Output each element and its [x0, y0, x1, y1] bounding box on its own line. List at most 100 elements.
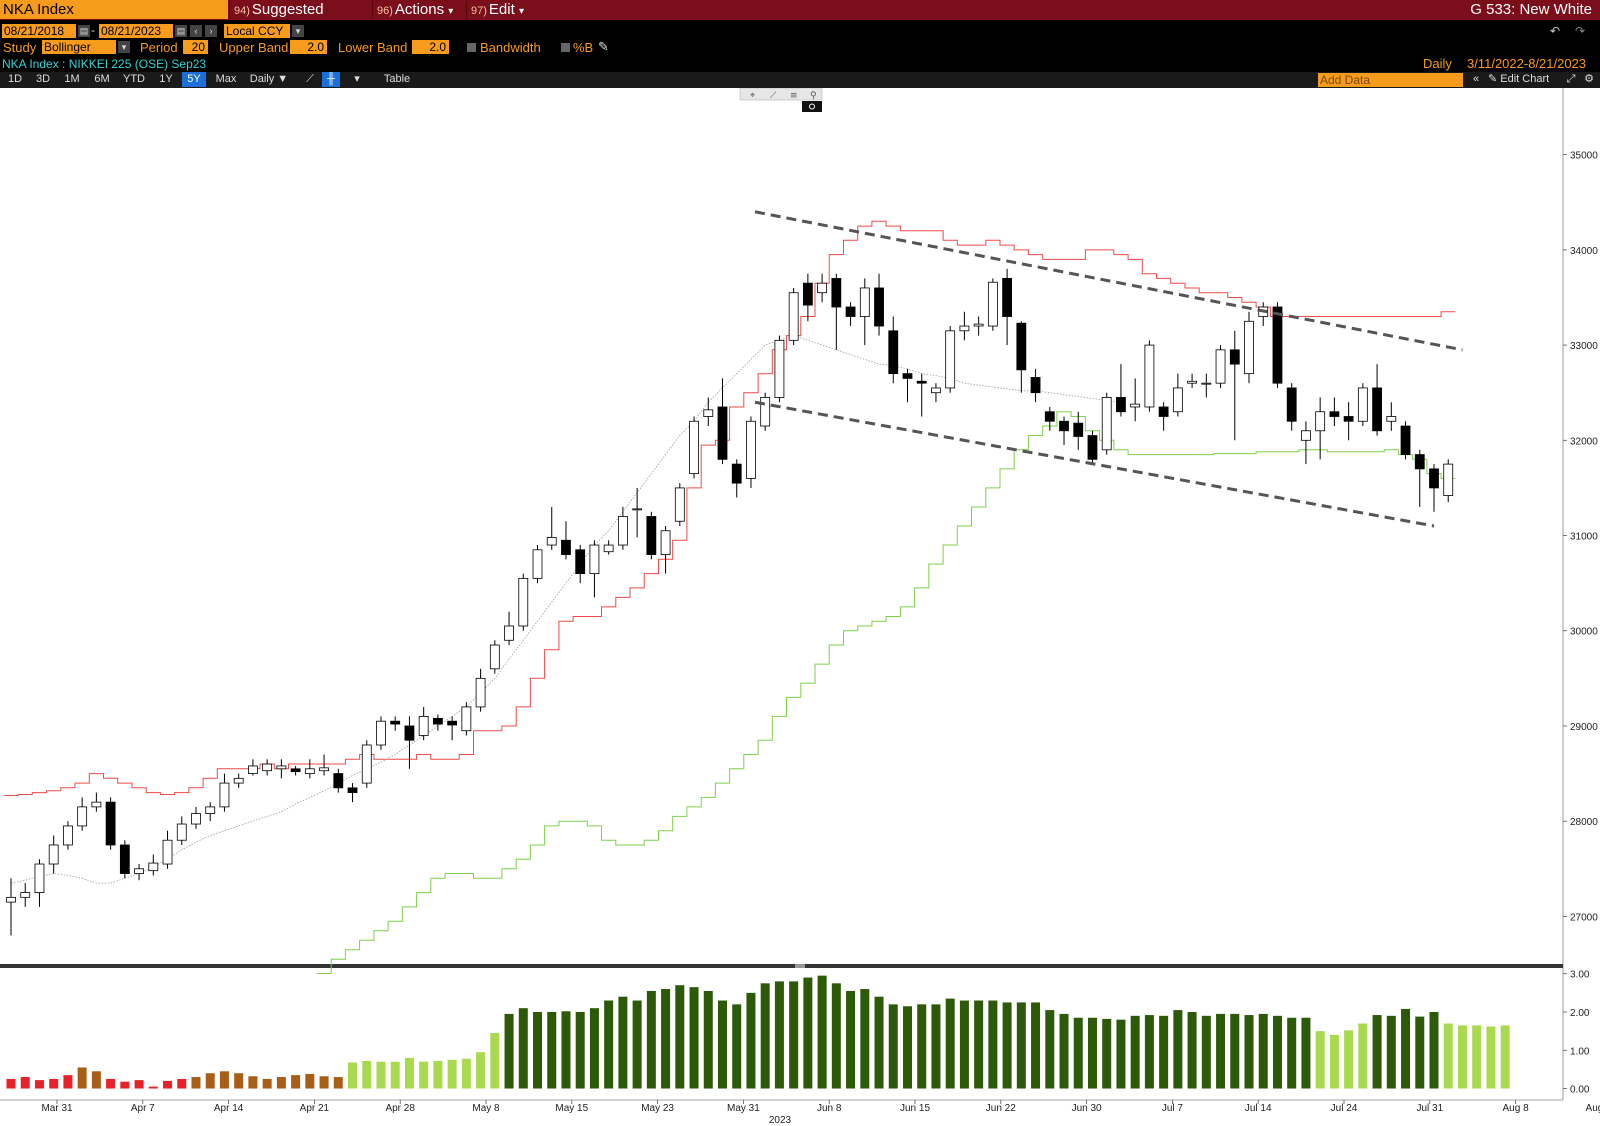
candle-body	[205, 806, 216, 814]
timeframe-5y[interactable]: 5Y	[182, 72, 206, 87]
candle	[1343, 402, 1354, 441]
candle-body	[831, 278, 842, 308]
calendar-icon[interactable]: ▤	[78, 25, 90, 37]
bandwidth-bar	[746, 992, 756, 1089]
candle	[674, 483, 685, 526]
candle	[845, 302, 856, 327]
calendar-icon[interactable]: ▤	[175, 25, 187, 37]
bandwidth-bar	[490, 1033, 500, 1089]
edit-chart-button[interactable]: ✎ Edit Chart	[1488, 73, 1550, 85]
end-date-field[interactable]: 08/21/2023	[99, 24, 173, 38]
bandwidth-bar	[589, 1008, 599, 1089]
pencil-icon[interactable]: ✎	[598, 39, 609, 54]
line-chart-icon[interactable]: ⟋	[306, 73, 314, 85]
top-menu-bar: NKA Index 94)Suggested Charts 96)Actions…	[0, 0, 1600, 39]
bandwidth-checkbox[interactable]	[467, 43, 476, 52]
table-button[interactable]: Table	[383, 73, 411, 85]
prev-arrow-icon[interactable]: ‹	[190, 25, 202, 37]
candle-body	[945, 330, 956, 389]
candle	[760, 392, 771, 431]
bandwidth-bar	[974, 1000, 984, 1089]
chart-toolbox[interactable]: ⌖ ⟋ ≡ ⚲	[739, 88, 823, 112]
candle-body	[1087, 435, 1098, 460]
bandwidth-bar	[1230, 1013, 1240, 1089]
candle	[390, 716, 401, 731]
x-tick-label: May 15	[555, 1103, 588, 1114]
candle	[276, 759, 287, 779]
timeframe-3d[interactable]: 3D	[35, 73, 51, 85]
security-description: NKA Index : NIKKEI 225 (OSE) Sep23	[2, 57, 207, 71]
undo-icon[interactable]: ↶	[1550, 24, 1561, 38]
candle-body	[760, 397, 771, 427]
timeframe-6m[interactable]: 6M	[94, 73, 110, 85]
next-arrow-icon[interactable]: ›	[205, 25, 217, 37]
candle-body	[1357, 387, 1368, 422]
expand-icon[interactable]: ⤢	[1566, 73, 1576, 85]
candle	[1158, 402, 1169, 431]
middle-band-line	[10, 335, 1121, 884]
lower-band-input[interactable]: 2.0	[412, 40, 449, 54]
candle	[831, 273, 842, 350]
timeframe-1y[interactable]: 1Y	[159, 73, 173, 85]
candle-body	[447, 720, 458, 726]
candle	[248, 759, 258, 776]
upper-band-input[interactable]: 2.0	[290, 40, 327, 54]
candle	[774, 335, 785, 403]
candle	[1272, 302, 1283, 388]
candle-body	[518, 577, 529, 627]
period-select[interactable]: Daily ▼	[249, 73, 289, 85]
candle-body	[603, 544, 614, 553]
timeframe-1d[interactable]: 1D	[7, 73, 23, 85]
candle	[1244, 311, 1254, 384]
y-tick-label: 0.00	[1570, 1085, 1590, 1096]
candle	[1215, 345, 1226, 388]
resize-handle[interactable]	[795, 964, 805, 968]
bandwidth-bar	[575, 1012, 585, 1089]
bandwidth-bar	[34, 1080, 44, 1089]
candle-body	[1116, 397, 1126, 413]
x-tick-label: Aug 8	[1503, 1103, 1530, 1114]
candlestick-icon[interactable]: ╫	[322, 72, 340, 87]
study-select[interactable]: Bollinger	[42, 40, 116, 54]
candle-body	[1187, 380, 1197, 384]
timeframe-1m[interactable]: 1M	[64, 73, 80, 85]
timeframe-max[interactable]: Max	[215, 73, 237, 85]
bandwidth-bar	[917, 1004, 927, 1089]
bandwidth-bar	[1016, 1002, 1026, 1089]
chevron-down-icon[interactable]: ▾	[354, 73, 360, 85]
actions-button[interactable]: 96) Actions ▾	[372, 0, 465, 20]
chevron-down-icon[interactable]: ▾	[292, 25, 304, 37]
candle-body	[105, 801, 116, 846]
bandwidth-bar	[447, 1059, 457, 1089]
timeframe-ytd[interactable]: YTD	[123, 73, 145, 85]
edit-menu-button[interactable]: 97) Edit ▾	[466, 0, 534, 20]
candle	[63, 821, 73, 850]
candle-body	[902, 373, 913, 379]
candle-body	[432, 717, 443, 725]
ticker-field[interactable]: NKA Index	[0, 0, 228, 19]
currency-select[interactable]: Local CCY	[224, 24, 290, 38]
bandwidth-bar	[1116, 1019, 1126, 1089]
candle-body	[589, 544, 600, 575]
candle-body	[504, 625, 514, 641]
suggested-charts-button[interactable]: 94)Suggested Charts	[229, 0, 371, 39]
gear-icon[interactable]: ⚙	[1584, 73, 1594, 85]
bandwidth-bar	[604, 1000, 614, 1089]
bandwidth-bar	[888, 1004, 898, 1089]
percent-b-checkbox[interactable]	[561, 43, 570, 52]
add-data-input[interactable]: Add Data	[1318, 73, 1463, 87]
candle-body	[248, 765, 258, 774]
start-date-field[interactable]: 08/21/2018	[2, 24, 76, 38]
price-chart[interactable]: ⌖ ⟋ ≡ ⚲ 27000 28000 29000 30000 31000 32000 33…	[0, 88, 1600, 1126]
bandwidth-bar	[718, 1000, 727, 1089]
collapse-icon[interactable]: «	[1472, 73, 1480, 85]
period-input[interactable]: 20	[183, 40, 208, 54]
candle	[290, 765, 301, 776]
chevron-down-icon[interactable]: ▾	[118, 41, 130, 53]
redo-icon[interactable]: ↷	[1575, 24, 1586, 38]
candle-body	[34, 863, 45, 893]
bandwidth-bar	[1329, 1034, 1339, 1089]
bandwidth-bar	[675, 985, 685, 1089]
candle	[205, 802, 216, 822]
bandwidth-bar	[1144, 1015, 1154, 1089]
